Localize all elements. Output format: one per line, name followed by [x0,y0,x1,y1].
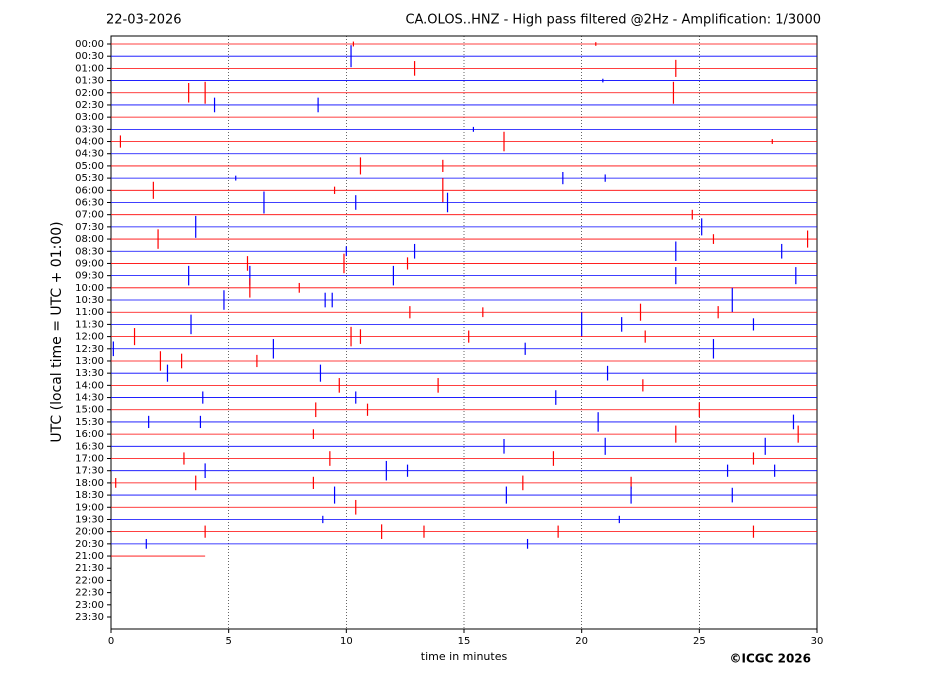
y-tick-label: 19:00 [75,502,104,513]
y-tick-label: 04:30 [75,149,104,160]
y-tick-label: 23:30 [75,612,104,623]
y-tick-label: 20:00 [75,527,104,538]
y-tick-label: 00:30 [75,51,104,62]
y-tick-label: 16:30 [75,441,104,452]
y-tick-label: 06:00 [75,185,104,196]
y-tick-label: 21:00 [75,551,104,562]
y-tick-label: 21:30 [75,563,104,574]
y-tick-label: 23:00 [75,600,104,611]
y-tick-label: 07:00 [75,210,104,221]
y-tick-label: 22:00 [75,575,104,586]
y-tick-label: 15:00 [75,405,104,416]
y-tick-label: 14:00 [75,380,104,391]
y-tick-label: 17:00 [75,454,104,465]
y-tick-label: 16:00 [75,429,104,440]
y-tick-label: 11:30 [75,319,104,330]
x-tick-label: 25 [693,636,706,647]
date: 22-03-2026 [106,13,182,28]
y-tick-label: 18:00 [75,478,104,489]
chart-title: CA.OLOS..HNZ - High pass filtered @2Hz -… [405,13,821,28]
y-tick-label: 01:30 [75,76,104,87]
y-tick-label: 19:30 [75,514,104,525]
y-tick-label: 02:00 [75,88,104,99]
y-tick-label: 03:30 [75,124,104,135]
y-tick-label: 09:30 [75,271,104,282]
x-tick-label: 15 [458,636,471,647]
x-tick-label: 20 [575,636,588,647]
y-tick-label: 05:30 [75,173,104,184]
y-tick-label: 10:00 [75,283,104,294]
y-tick-label: 00:00 [75,39,104,50]
y-tick-label: 07:30 [75,222,104,233]
y-tick-label: 12:30 [75,344,104,355]
y-tick-label: 05:00 [75,161,104,172]
x-tick-label: 30 [811,636,824,647]
y-axis-label: UTC (local time = UTC + 01:00) [49,221,65,442]
y-tick-label: 10:30 [75,295,104,306]
y-tick-label: 03:00 [75,112,104,123]
y-tick-label: 18:30 [75,490,104,501]
y-tick-label: 22:30 [75,588,104,599]
x-tick-label: 0 [108,636,114,647]
y-tick-label: 11:00 [75,307,104,318]
copyright: ©ICGC 2026 [729,652,811,666]
y-tick-label: 13:30 [75,368,104,379]
y-tick-label: 15:30 [75,417,104,428]
y-tick-label: 12:00 [75,332,104,343]
y-tick-label: 08:00 [75,234,104,245]
y-tick-label: 13:00 [75,356,104,367]
y-tick-label: 20:30 [75,539,104,550]
y-tick-label: 08:30 [75,246,104,257]
x-tick-label: 10 [340,636,353,647]
x-axis-label: time in minutes [421,650,508,663]
y-tick-label: 02:30 [75,100,104,111]
y-tick-label: 04:00 [75,137,104,148]
y-tick-label: 14:30 [75,393,104,404]
y-tick-label: 01:00 [75,63,104,74]
y-tick-label: 06:30 [75,197,104,208]
y-tick-label: 09:00 [75,258,104,269]
y-tick-label: 17:30 [75,466,104,477]
x-tick-label: 5 [225,636,231,647]
